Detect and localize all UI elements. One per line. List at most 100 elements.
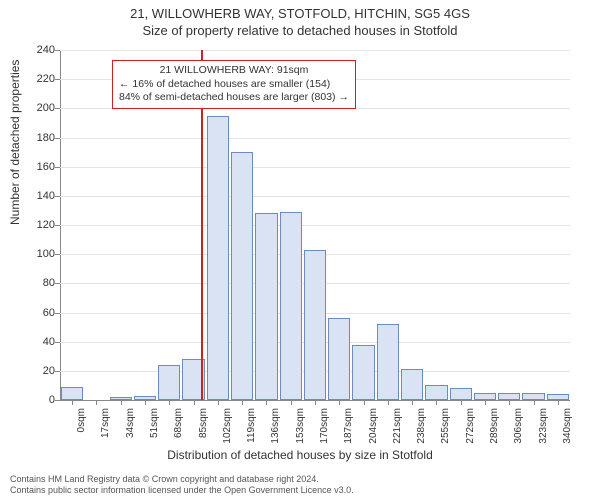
- x-tick-mark: [315, 400, 316, 405]
- title-sub: Size of property relative to detached ho…: [0, 23, 600, 38]
- x-tick-label: 340sqm: [562, 408, 573, 444]
- x-tick-mark: [242, 400, 243, 405]
- x-tick-label: 187sqm: [343, 408, 354, 444]
- footer-line2: Contains public sector information licen…: [10, 485, 354, 496]
- histogram-bar: [425, 385, 447, 400]
- histogram-bar: [522, 393, 544, 400]
- histogram-bar: [401, 369, 423, 400]
- y-tick-label: 40: [5, 336, 55, 348]
- x-tick-label: 170sqm: [319, 408, 330, 444]
- histogram-bar: [304, 250, 326, 400]
- x-tick-label: 289sqm: [489, 408, 500, 444]
- y-tick-label: 60: [5, 307, 55, 319]
- histogram-bar: [280, 212, 302, 400]
- x-tick-label: 34sqm: [125, 408, 136, 438]
- y-tick-mark: [55, 371, 60, 372]
- x-tick-mark: [169, 400, 170, 405]
- x-tick-label: 272sqm: [465, 408, 476, 444]
- x-tick-mark: [96, 400, 97, 405]
- x-tick-label: 51sqm: [149, 408, 160, 438]
- histogram-bar: [352, 345, 374, 400]
- x-tick-mark: [534, 400, 535, 405]
- x-tick-mark: [558, 400, 559, 405]
- y-tick-mark: [55, 108, 60, 109]
- histogram-bar: [498, 393, 520, 400]
- y-tick-label: 240: [5, 44, 55, 56]
- y-tick-mark: [55, 138, 60, 139]
- histogram-bar: [110, 397, 132, 400]
- grid-line: [60, 196, 570, 197]
- x-tick-label: 85sqm: [198, 408, 209, 438]
- histogram-bar: [474, 393, 496, 400]
- x-tick-mark: [194, 400, 195, 405]
- annotation-line: 84% of semi-detached houses are larger (…: [119, 91, 349, 105]
- x-tick-mark: [436, 400, 437, 405]
- plot: 0204060801001201401601802002202400sqm17s…: [60, 50, 570, 400]
- x-tick-label: 255sqm: [440, 408, 451, 444]
- histogram-bar: [231, 152, 253, 400]
- x-tick-mark: [266, 400, 267, 405]
- x-tick-mark: [218, 400, 219, 405]
- title-main: 21, WILLOWHERB WAY, STOTFOLD, HITCHIN, S…: [0, 6, 600, 21]
- x-tick-mark: [509, 400, 510, 405]
- x-tick-label: 68sqm: [173, 408, 184, 438]
- chart-title-block: 21, WILLOWHERB WAY, STOTFOLD, HITCHIN, S…: [0, 0, 600, 38]
- y-tick-mark: [55, 254, 60, 255]
- x-tick-mark: [412, 400, 413, 405]
- y-tick-label: 100: [5, 248, 55, 260]
- x-tick-mark: [388, 400, 389, 405]
- y-tick-mark: [55, 283, 60, 284]
- y-tick-mark: [55, 50, 60, 51]
- y-tick-label: 80: [5, 277, 55, 289]
- y-tick-mark: [55, 196, 60, 197]
- x-tick-label: 306sqm: [513, 408, 524, 444]
- x-tick-mark: [145, 400, 146, 405]
- annotation-line: 21 WILLOWHERB WAY: 91sqm: [119, 64, 349, 78]
- x-tick-label: 17sqm: [100, 408, 111, 438]
- histogram-bar: [61, 387, 83, 400]
- y-tick-label: 0: [5, 394, 55, 406]
- histogram-bar: [377, 324, 399, 400]
- histogram-bar: [328, 318, 350, 400]
- y-tick-mark: [55, 167, 60, 168]
- histogram-bar: [547, 394, 569, 400]
- grid-line: [60, 167, 570, 168]
- y-tick-mark: [55, 313, 60, 314]
- grid-line: [60, 225, 570, 226]
- x-tick-label: 136sqm: [270, 408, 281, 444]
- y-tick-mark: [55, 79, 60, 80]
- x-tick-label: 153sqm: [295, 408, 306, 444]
- y-tick-label: 120: [5, 219, 55, 231]
- footer-attribution: Contains HM Land Registry data © Crown c…: [10, 474, 354, 496]
- x-tick-label: 204sqm: [368, 408, 379, 444]
- y-tick-label: 180: [5, 132, 55, 144]
- x-tick-mark: [485, 400, 486, 405]
- histogram-bar: [158, 365, 180, 400]
- y-tick-label: 20: [5, 365, 55, 377]
- histogram-bar: [255, 213, 277, 400]
- y-tick-label: 160: [5, 161, 55, 173]
- histogram-bar: [207, 116, 229, 400]
- y-tick-mark: [55, 400, 60, 401]
- y-tick-mark: [55, 342, 60, 343]
- grid-line: [60, 50, 570, 51]
- x-tick-label: 238sqm: [416, 408, 427, 444]
- x-tick-mark: [291, 400, 292, 405]
- x-tick-mark: [339, 400, 340, 405]
- x-tick-label: 0sqm: [76, 408, 87, 432]
- histogram-bar: [450, 388, 472, 400]
- footer-line1: Contains HM Land Registry data © Crown c…: [10, 474, 354, 485]
- x-tick-mark: [461, 400, 462, 405]
- x-axis-label: Distribution of detached houses by size …: [0, 448, 600, 462]
- annotation-line: ← 16% of detached houses are smaller (15…: [119, 78, 349, 92]
- y-tick-label: 200: [5, 102, 55, 114]
- x-tick-label: 102sqm: [222, 408, 233, 444]
- x-tick-mark: [364, 400, 365, 405]
- x-tick-label: 119sqm: [246, 408, 257, 443]
- y-tick-label: 140: [5, 190, 55, 202]
- chart-plot-area: 0204060801001201401601802002202400sqm17s…: [60, 50, 570, 400]
- histogram-bar: [134, 396, 156, 400]
- y-tick-mark: [55, 225, 60, 226]
- y-tick-label: 220: [5, 73, 55, 85]
- x-tick-mark: [121, 400, 122, 405]
